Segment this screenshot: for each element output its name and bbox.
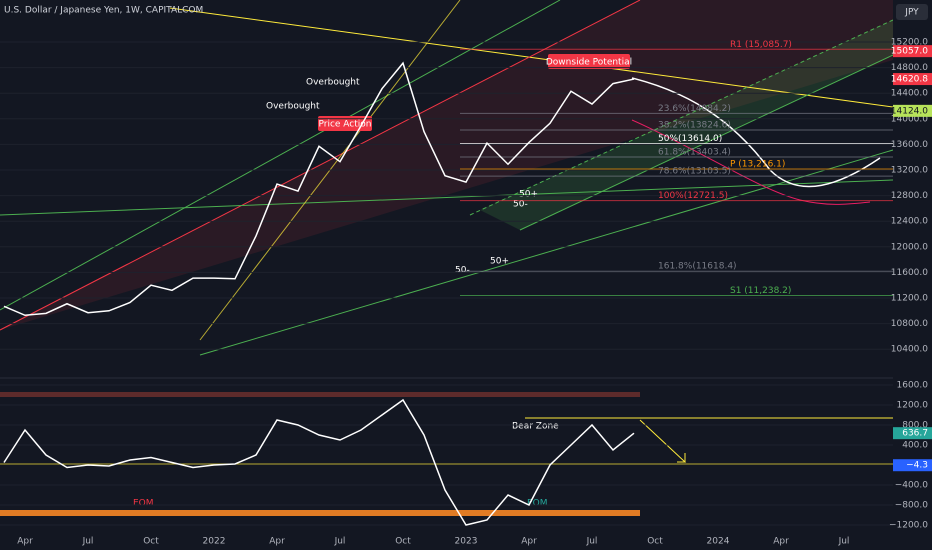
callout: [548, 54, 630, 69]
price-label-bg: [893, 427, 932, 440]
level-label: 61.8%(13403.4): [658, 147, 731, 157]
price-label: 636.7: [902, 429, 928, 439]
price-axis: [893, 0, 932, 550]
x-tick-label: Oct: [647, 537, 663, 547]
x-tick-label: Apr: [773, 537, 789, 547]
y-tick-label: −800.0: [895, 501, 929, 511]
y-tick-label: 800.0: [902, 421, 928, 431]
level-label: 100%(12721.5): [658, 191, 728, 201]
price-label-bg: [893, 459, 932, 472]
x-tick-label: Apr: [521, 537, 537, 547]
y-tick-label: 14400.0: [891, 89, 928, 99]
price-label: 14620.8: [891, 75, 928, 85]
annotation: 50-: [455, 266, 470, 276]
x-tick-label: Jul: [82, 537, 94, 547]
x-tick-label: Apr: [269, 537, 285, 547]
x-tick-label: 2023: [455, 537, 478, 547]
y-tick-label: 11600.0: [891, 268, 928, 278]
y-tick-label: 13600.0: [891, 140, 928, 150]
y-tick-label: 10400.0: [891, 345, 928, 355]
level-label: P (13,216.1): [730, 159, 785, 169]
level-label: 38.2%(13824.6): [658, 121, 731, 131]
y-tick-label: 400.0: [902, 441, 928, 451]
price-label-bg: [893, 104, 932, 117]
y-tick-label: −400.0: [895, 481, 929, 491]
series-line: [3, 61, 635, 317]
x-tick-label: Jul: [586, 537, 598, 547]
x-tick-label: Oct: [143, 537, 159, 547]
y-tick-label: 1200.0: [897, 401, 929, 411]
level-label: S1 (11,238.2): [730, 286, 791, 296]
x-tick-label: Jul: [838, 537, 850, 547]
annotation: Price Action: [318, 120, 371, 130]
currency-button[interactable]: [896, 4, 928, 20]
annotation: Bear Zone: [512, 422, 559, 432]
x-tick-label: 2024: [707, 537, 730, 547]
x-tick-label: Oct: [395, 537, 411, 547]
y-tick-label: −1200.0: [889, 521, 928, 531]
x-tick-label: Jul: [334, 537, 346, 547]
annotation: EOM: [133, 499, 154, 509]
y-tick-label: 12000.0: [891, 242, 928, 252]
level-label: R1 (15,085.7): [730, 40, 792, 50]
series-line: [3, 398, 635, 526]
annotation: 50+: [519, 190, 538, 200]
level-label: 78.6%(13103.5): [658, 167, 731, 177]
price-label-bg: [893, 45, 932, 58]
price-label: −4.3: [906, 461, 928, 471]
chart-title: U.S. Dollar / Japanese Yen, 1W, CAPITALC…: [4, 6, 203, 16]
y-tick-label: 14000.0: [891, 114, 928, 124]
y-tick-label: 13200.0: [891, 165, 928, 175]
y-tick-label: 12800.0: [891, 191, 928, 201]
callout: [318, 116, 372, 131]
drawings: [0, 0, 894, 516]
level-label: 161.8%(11618.4): [658, 262, 737, 272]
y-tick-label: 12400.0: [891, 217, 928, 227]
y-tick-label: 11200.0: [891, 293, 928, 303]
currency-label[interactable]: JPY: [904, 8, 919, 18]
y-tick-label: 15200.0: [891, 37, 928, 47]
annotation: Overbought: [266, 102, 320, 112]
x-tick-label: 2022: [203, 537, 226, 547]
y-tick-label: 14800.0: [891, 63, 928, 73]
level-label: 23.6%(14084.2): [658, 104, 731, 114]
annotation: 50-: [513, 200, 528, 210]
annotation: Overbought: [306, 78, 360, 88]
annotation: Downside Potential: [546, 58, 632, 68]
x-tick-label: Apr: [17, 537, 33, 547]
price-label: 14124.0: [891, 106, 928, 116]
level-label: 50%(13614.0): [658, 134, 722, 144]
annotation: 50+: [490, 257, 509, 267]
y-tick-label: 1600.0: [897, 381, 929, 391]
y-tick-label: 10800.0: [891, 319, 928, 329]
annotation: EOM: [527, 499, 548, 509]
price-label-bg: [893, 73, 932, 86]
price-label: 15057.0: [891, 47, 928, 57]
